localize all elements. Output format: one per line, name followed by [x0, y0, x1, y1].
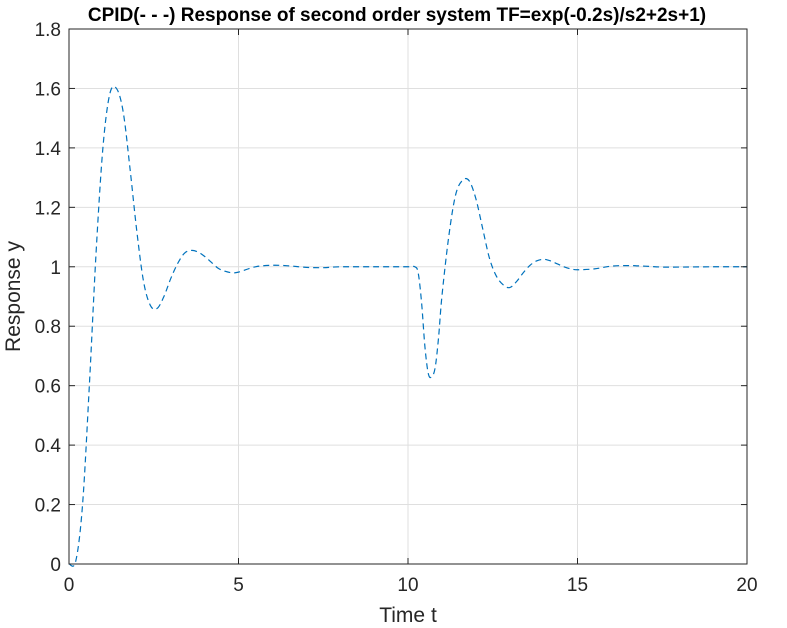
- x-tick-label: 5: [233, 575, 244, 596]
- y-tick-label: 0: [50, 555, 61, 576]
- response-series-line: [68, 85, 748, 567]
- x-axis-label: Time t: [379, 604, 437, 627]
- y-tick-label: 0.6: [35, 377, 61, 398]
- y-tick-label: 1.8: [35, 20, 61, 41]
- x-tick-label: 20: [736, 575, 757, 596]
- x-tick-label: 10: [397, 575, 418, 596]
- y-tick-label: 0.4: [35, 436, 62, 457]
- y-tick-label: 0.2: [35, 496, 61, 517]
- chart-title: CPID(- - -) Response of second order sys…: [88, 5, 706, 26]
- y-tick-label: 1.2: [35, 198, 61, 219]
- x-tick-label: 0: [64, 575, 75, 596]
- tick-marks: [68, 28, 748, 565]
- y-tick-labels: 0 0.2 0.4 0.6 0.8 1 1.2 1.4 1.6 1.8: [35, 20, 62, 576]
- y-axis-label: Response y: [2, 241, 25, 352]
- y-tick-label: 1: [50, 258, 61, 279]
- y-tick-label: 1.4: [35, 139, 62, 160]
- x-tick-label: 15: [567, 575, 588, 596]
- y-tick-label: 0.8: [35, 317, 61, 338]
- series-layer: [68, 85, 748, 567]
- y-tick-label: 1.6: [35, 79, 61, 100]
- x-tick-labels: 0 5 10 15 20: [64, 575, 758, 596]
